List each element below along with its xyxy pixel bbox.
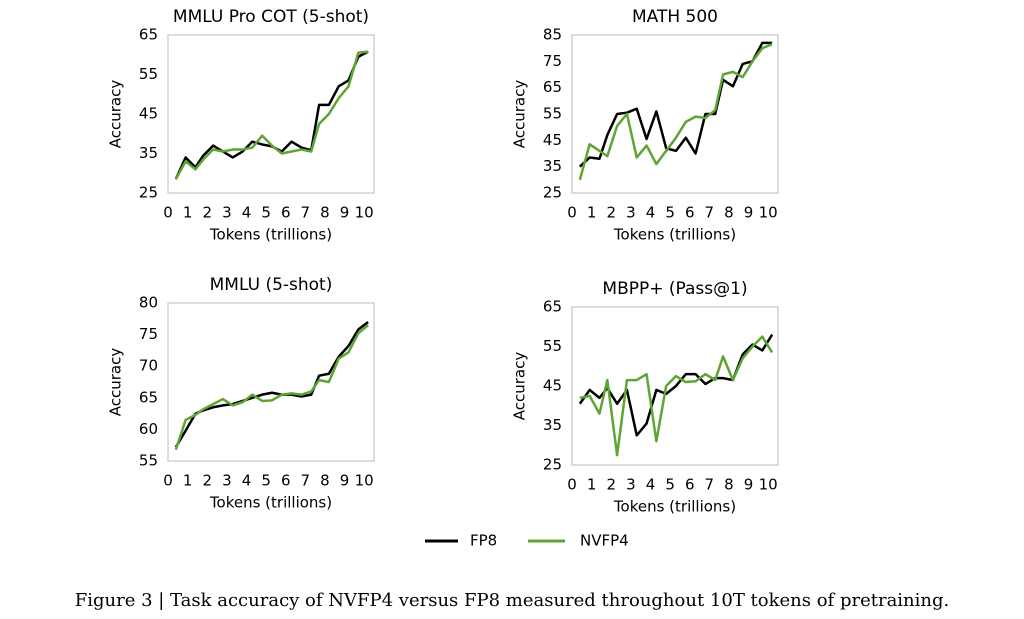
x-tick-label: 0: [567, 476, 577, 494]
y-tick-label: 35: [543, 157, 562, 175]
legend-label: NVFP4: [580, 532, 629, 550]
x-tick-label: 2: [202, 472, 212, 490]
x-tick-label: 8: [320, 204, 330, 222]
x-tick-label: 10: [355, 472, 374, 490]
chart-title: MBPP+ (Pass@1): [602, 279, 747, 299]
x-tick-label: 10: [759, 476, 778, 494]
y-tick-label: 55: [543, 337, 562, 355]
x-axis-label: Tokens (trillions): [613, 498, 736, 516]
x-tick-label: 0: [163, 472, 173, 490]
plot-frame: [167, 34, 375, 194]
y-axis-label: Accuracy: [511, 352, 529, 421]
y-tick-label: 25: [543, 456, 562, 474]
x-tick-label: 6: [281, 204, 291, 222]
y-tick-label: 55: [139, 452, 158, 470]
y-tick-label: 25: [543, 184, 562, 202]
x-tick-label: 4: [242, 204, 252, 222]
x-tick-label: 7: [705, 204, 715, 222]
x-tick-label: 3: [222, 472, 232, 490]
x-tick-label: 1: [183, 472, 193, 490]
y-tick-label: 75: [543, 52, 562, 70]
y-tick-label: 35: [139, 144, 158, 162]
plot-frame: [167, 302, 375, 462]
y-tick-label: 75: [139, 325, 158, 343]
x-tick-label: 5: [261, 472, 271, 490]
y-tick-label: 45: [543, 131, 562, 149]
y-tick-label: 55: [139, 65, 158, 83]
x-tick-label: 1: [587, 476, 597, 494]
x-tick-label: 7: [705, 476, 715, 494]
x-axis-label: Tokens (trillions): [209, 226, 332, 244]
y-tick-label: 65: [543, 78, 562, 96]
x-tick-label: 4: [242, 472, 252, 490]
x-tick-label: 10: [355, 204, 374, 222]
x-tick-label: 2: [202, 204, 212, 222]
y-tick-label: 55: [543, 105, 562, 123]
x-tick-label: 8: [724, 204, 734, 222]
x-tick-label: 5: [665, 476, 675, 494]
x-axis-label: Tokens (trillions): [209, 494, 332, 512]
x-tick-label: 1: [587, 204, 597, 222]
x-tick-label: 3: [626, 204, 636, 222]
x-tick-label: 6: [685, 476, 695, 494]
y-axis-label: Accuracy: [107, 80, 125, 149]
x-tick-label: 3: [222, 204, 232, 222]
x-tick-label: 5: [665, 204, 675, 222]
x-tick-label: 8: [320, 472, 330, 490]
x-tick-label: 1: [183, 204, 193, 222]
y-tick-label: 65: [139, 26, 158, 44]
y-tick-label: 35: [543, 416, 562, 434]
chart-title: MMLU (5-shot): [210, 275, 333, 295]
x-tick-label: 5: [261, 204, 271, 222]
x-tick-label: 0: [163, 204, 173, 222]
x-axis-label: Tokens (trillions): [613, 226, 736, 244]
series-line: [579, 335, 774, 457]
y-tick-label: 45: [139, 105, 158, 123]
y-tick-label: 65: [543, 298, 562, 316]
x-tick-label: 10: [759, 204, 778, 222]
series-line: [578, 43, 773, 181]
x-tick-label: 4: [646, 476, 656, 494]
x-tick-label: 8: [724, 476, 734, 494]
y-tick-label: 45: [543, 377, 562, 395]
x-tick-label: 7: [301, 472, 311, 490]
y-tick-label: 25: [139, 184, 158, 202]
series-line: [174, 320, 369, 448]
x-tick-label: 6: [281, 472, 291, 490]
x-tick-label: 0: [567, 204, 577, 222]
x-tick-label: 6: [685, 204, 695, 222]
y-tick-label: 80: [139, 294, 158, 312]
series-line: [174, 50, 369, 180]
x-tick-label: 9: [744, 204, 754, 222]
y-axis-label: Accuracy: [107, 348, 125, 417]
x-tick-label: 3: [626, 476, 636, 494]
x-tick-label: 4: [646, 204, 656, 222]
x-tick-label: 9: [340, 204, 350, 222]
chart-title: MATH 500: [632, 7, 718, 27]
chart-title: MMLU Pro COT (5-shot): [173, 7, 369, 27]
series-line: [174, 50, 369, 180]
y-tick-label: 65: [139, 388, 158, 406]
y-tick-label: 60: [139, 420, 158, 438]
y-axis-label: Accuracy: [511, 80, 529, 149]
x-tick-label: 9: [744, 476, 754, 494]
x-tick-label: 9: [340, 472, 350, 490]
legend-label: FP8: [470, 532, 497, 550]
x-tick-label: 2: [606, 204, 616, 222]
caption: Figure 3 | Task accuracy of NVFP4 versus…: [75, 590, 950, 611]
series-line: [578, 41, 773, 168]
x-tick-label: 7: [301, 204, 311, 222]
plot-frame: [571, 34, 779, 194]
y-tick-label: 85: [543, 26, 562, 44]
series-line: [174, 324, 369, 451]
y-tick-label: 70: [139, 357, 158, 375]
plot-frame: [571, 306, 779, 466]
x-tick-label: 2: [606, 476, 616, 494]
